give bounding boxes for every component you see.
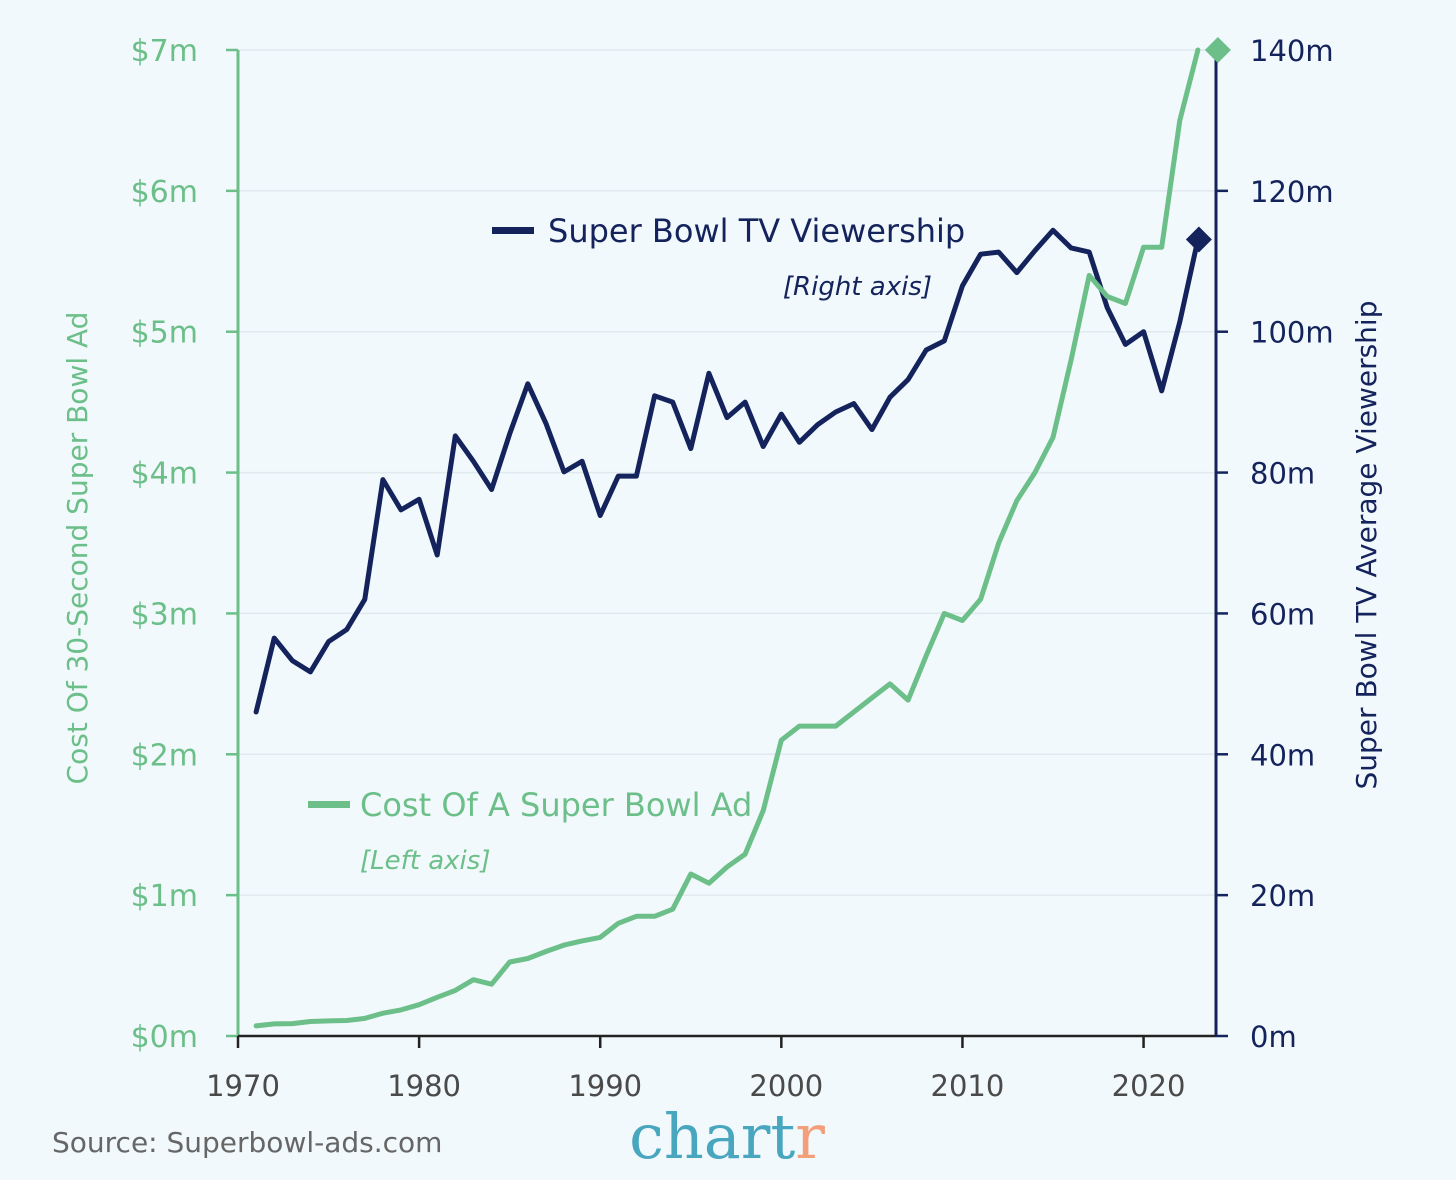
x-tick-label: 1990: [568, 1069, 642, 1103]
chartr-logo: chartr: [629, 1100, 825, 1173]
legend-viewership: Super Bowl TV Viewership [Right axis]: [492, 212, 965, 302]
legend-swatch-ad-cost: [308, 801, 350, 808]
gridlines: [238, 49, 1216, 896]
source-note: Source: Superbowl-ads.com: [52, 1126, 442, 1159]
ad-cost-end-marker: [1204, 37, 1231, 63]
viewership-end-marker: [1185, 226, 1212, 253]
left-tick-label: $1m: [131, 879, 198, 914]
left-tick-label: $5m: [131, 316, 198, 351]
ad-cost-line: [253, 47, 1201, 1029]
right-axis-title: Super Bowl TV Average Viewership: [1350, 301, 1383, 790]
right-tick-label: 0m: [1250, 1020, 1297, 1054]
x-tick-label: 1980: [387, 1069, 461, 1103]
right-tick-label: 120m: [1250, 175, 1334, 209]
x-tick-label: 2020: [1112, 1069, 1186, 1103]
left-tick-label: $2m: [131, 738, 198, 773]
x-tick-label: 1970: [206, 1069, 280, 1103]
left-tick-label: $4m: [131, 457, 198, 492]
right-tick-label: 80m: [1250, 457, 1315, 491]
left-tick-label: $0m: [131, 1020, 198, 1055]
left-tick-label: $7m: [131, 34, 198, 69]
legend-swatch-viewership: [492, 227, 534, 234]
legend-note-viewership: [Right axis]: [783, 272, 932, 302]
axes: [226, 48, 1228, 1048]
x-tick-label: 2010: [931, 1069, 1005, 1103]
viewership-line: [253, 227, 1201, 715]
x-tick-label: 2000: [749, 1069, 823, 1103]
tick-labels: $0m $1m $2m $3m $4m $5m $6m $7m 0m 20m 40m 60m 80m 10…: [131, 34, 1334, 1103]
right-tick-label: 60m: [1250, 597, 1315, 631]
logo-main-text: chart: [629, 1100, 795, 1173]
logo-accent-text: r: [795, 1100, 825, 1173]
left-tick-label: $6m: [131, 175, 198, 210]
right-tick-label: 40m: [1250, 738, 1315, 772]
right-tick-label: 140m: [1250, 34, 1334, 68]
legend-label-viewership: Super Bowl TV Viewership: [548, 212, 965, 250]
series-lines: [253, 37, 1231, 1029]
right-tick-label: 100m: [1250, 316, 1334, 350]
legend-label-ad-cost: Cost Of A Super Bowl Ad: [360, 786, 752, 824]
left-tick-label: $3m: [131, 597, 198, 632]
legend-ad-cost: Cost Of A Super Bowl Ad [Left axis]: [308, 786, 752, 876]
legend-note-ad-cost: [Left axis]: [360, 846, 490, 876]
left-axis-title: Cost Of 30-Second Super Bowl Ad: [61, 312, 94, 785]
right-tick-label: 20m: [1250, 879, 1315, 913]
